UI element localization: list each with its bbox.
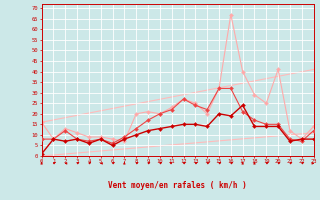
- X-axis label: Vent moyen/en rafales ( km/h ): Vent moyen/en rafales ( km/h ): [108, 181, 247, 190]
